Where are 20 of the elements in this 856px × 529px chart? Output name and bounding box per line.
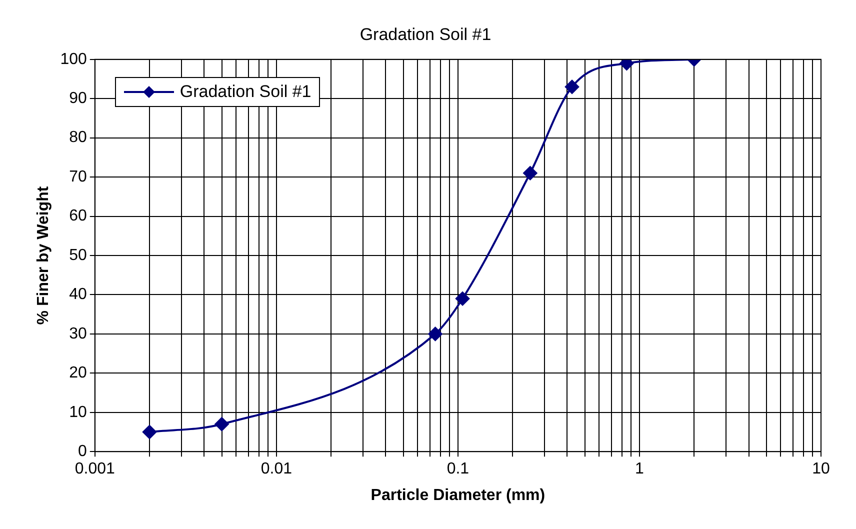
y-tick-label: 50 [69,246,87,264]
legend-label: Gradation Soil #1 [180,82,312,102]
y-tick-label: 0 [78,443,87,460]
y-tick-label: 40 [69,286,87,304]
x-tick-label: 10 [812,460,830,478]
x-tick-label: 0.1 [446,460,470,478]
x-axis-title: Particle Diameter (mm) [370,486,546,504]
y-tick-label: 90 [69,90,87,108]
y-tick-label: 100 [60,50,87,68]
x-tick-label: 0.01 [260,460,292,478]
y-axis-title: % Finer by Weight [35,186,52,325]
y-tick-label: 30 [69,325,87,342]
y-tick-label: 70 [69,168,87,186]
y-tick-label: 60 [69,208,87,225]
chart-title: Gradation Soil #1 [360,24,492,44]
y-tick-label: 10 [69,404,87,421]
x-tick-label: 0.001 [74,460,116,478]
x-tick-label: 1 [635,460,644,478]
y-tick-label: 20 [69,364,87,382]
y-tick-label: 80 [69,129,87,146]
